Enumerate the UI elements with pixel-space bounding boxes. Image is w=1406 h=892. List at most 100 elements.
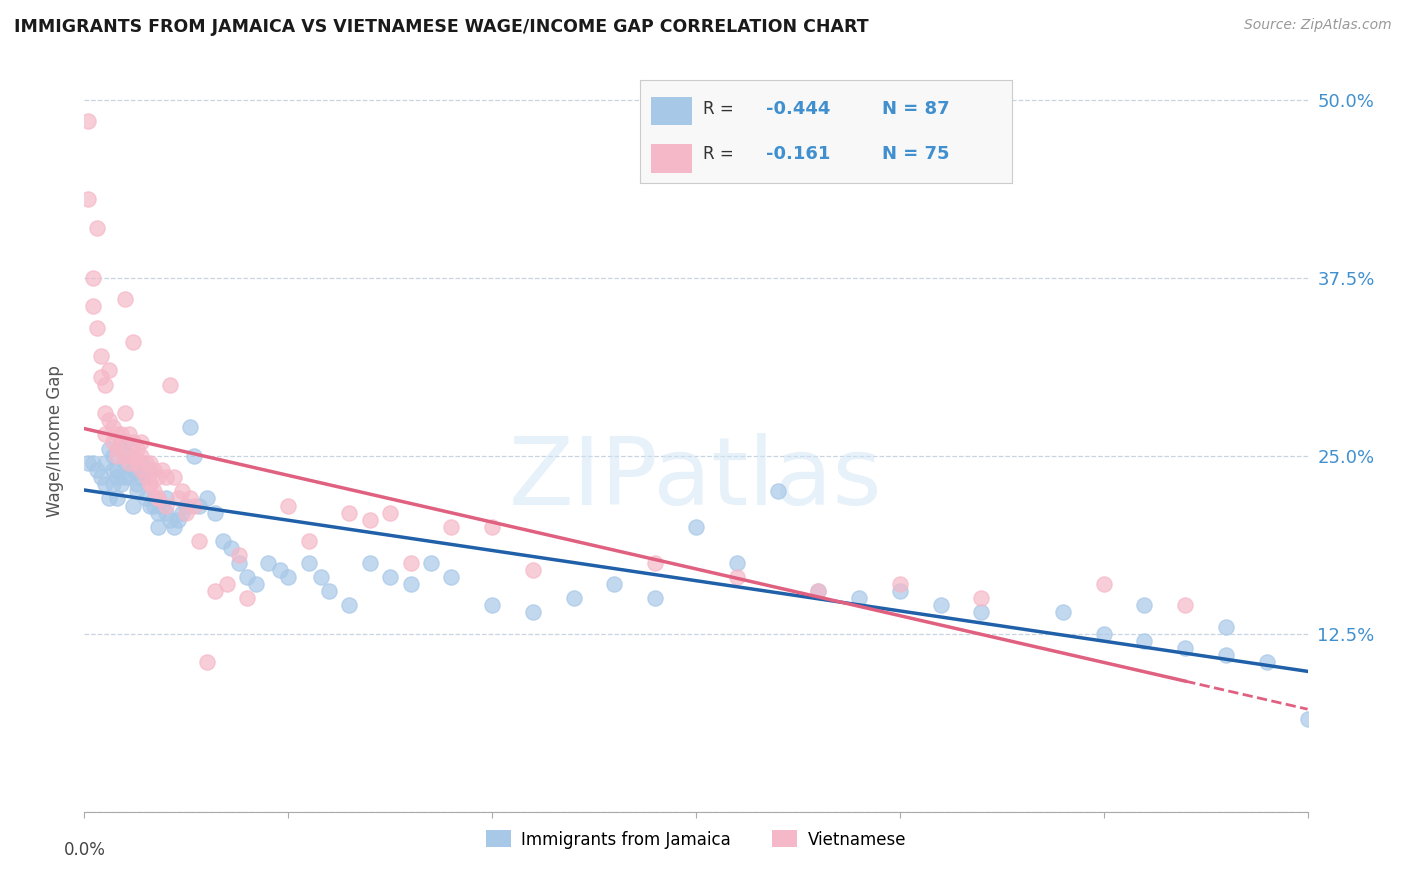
Point (155, 470, 177, 484)
Point (146, 506, 169, 520)
Point (195, 491, 218, 506)
Point (86, 221, 108, 235)
Point (339, 599, 361, 613)
Point (110, 434, 132, 449)
Point (359, 556, 381, 570)
Point (187, 534, 209, 549)
Point (150, 499, 173, 513)
Point (187, 499, 209, 513)
Point (122, 434, 145, 449)
Point (163, 470, 186, 484)
Point (122, 463, 145, 477)
Point (440, 570, 463, 584)
Point (212, 534, 235, 549)
Point (155, 491, 177, 506)
Point (889, 584, 911, 599)
Point (127, 442, 149, 456)
Text: 0.0%: 0.0% (63, 841, 105, 859)
Point (135, 470, 157, 484)
Point (131, 456, 153, 470)
Point (155, 499, 177, 513)
Bar (651, 96, 692, 126)
Point (97, 442, 120, 456)
Text: R =: R = (703, 145, 744, 163)
Point (86, 463, 108, 477)
Y-axis label: Wage/Income Gap: Wage/Income Gap (45, 366, 63, 517)
Point (309, 570, 332, 584)
Point (725, 556, 748, 570)
Point (114, 406, 136, 420)
Point (236, 591, 259, 606)
Point (101, 449, 124, 463)
Point (90, 470, 112, 484)
Point (93, 456, 115, 470)
Point (77, 114, 100, 128)
Point (380, 506, 402, 520)
Point (1174, 599, 1197, 613)
Point (82, 299, 104, 313)
Point (138, 463, 160, 477)
Point (110, 434, 132, 449)
Point (195, 655, 218, 669)
Point (114, 434, 136, 449)
Text: Source: ZipAtlas.com: Source: ZipAtlas.com (1244, 18, 1392, 32)
Point (146, 491, 169, 506)
Point (142, 463, 165, 477)
Point (101, 463, 124, 477)
Point (131, 434, 153, 449)
Point (204, 506, 226, 520)
Legend: Immigrants from Jamaica, Vietnamese: Immigrants from Jamaica, Vietnamese (479, 823, 912, 855)
Point (105, 470, 128, 484)
Point (131, 463, 153, 477)
Point (93, 406, 115, 420)
Point (101, 434, 124, 449)
Point (807, 584, 830, 599)
Point (146, 470, 169, 484)
Bar (651, 144, 692, 173)
Point (522, 563, 544, 577)
Text: N = 75: N = 75 (882, 145, 949, 163)
Point (131, 449, 153, 463)
Point (122, 334, 145, 349)
Point (179, 491, 201, 506)
Point (86, 320, 108, 334)
Point (105, 427, 128, 442)
Point (1256, 655, 1278, 669)
Point (1215, 648, 1237, 662)
Point (146, 520, 169, 534)
Point (481, 520, 503, 534)
Point (522, 606, 544, 620)
Point (142, 499, 165, 513)
Text: -0.161: -0.161 (766, 145, 831, 163)
Point (219, 541, 242, 556)
Point (155, 506, 177, 520)
Point (97, 363, 120, 377)
Point (228, 556, 250, 570)
Point (90, 370, 112, 384)
Point (298, 556, 321, 570)
Point (90, 349, 112, 363)
Point (163, 520, 186, 534)
Point (167, 491, 190, 506)
Point (159, 513, 181, 527)
Point (1174, 640, 1197, 655)
Point (644, 556, 666, 570)
Point (127, 456, 149, 470)
Point (562, 591, 585, 606)
Point (77, 193, 100, 207)
Point (101, 477, 124, 491)
Point (122, 449, 145, 463)
Point (1296, 712, 1319, 726)
Text: ZIPatlas: ZIPatlas (509, 433, 883, 524)
Point (82, 270, 104, 285)
Point (118, 456, 141, 470)
Point (138, 456, 160, 470)
Point (131, 470, 153, 484)
Point (277, 570, 299, 584)
Point (298, 534, 321, 549)
Point (142, 484, 165, 499)
Point (118, 470, 141, 484)
Point (118, 449, 141, 463)
Point (167, 513, 190, 527)
Point (146, 491, 169, 506)
